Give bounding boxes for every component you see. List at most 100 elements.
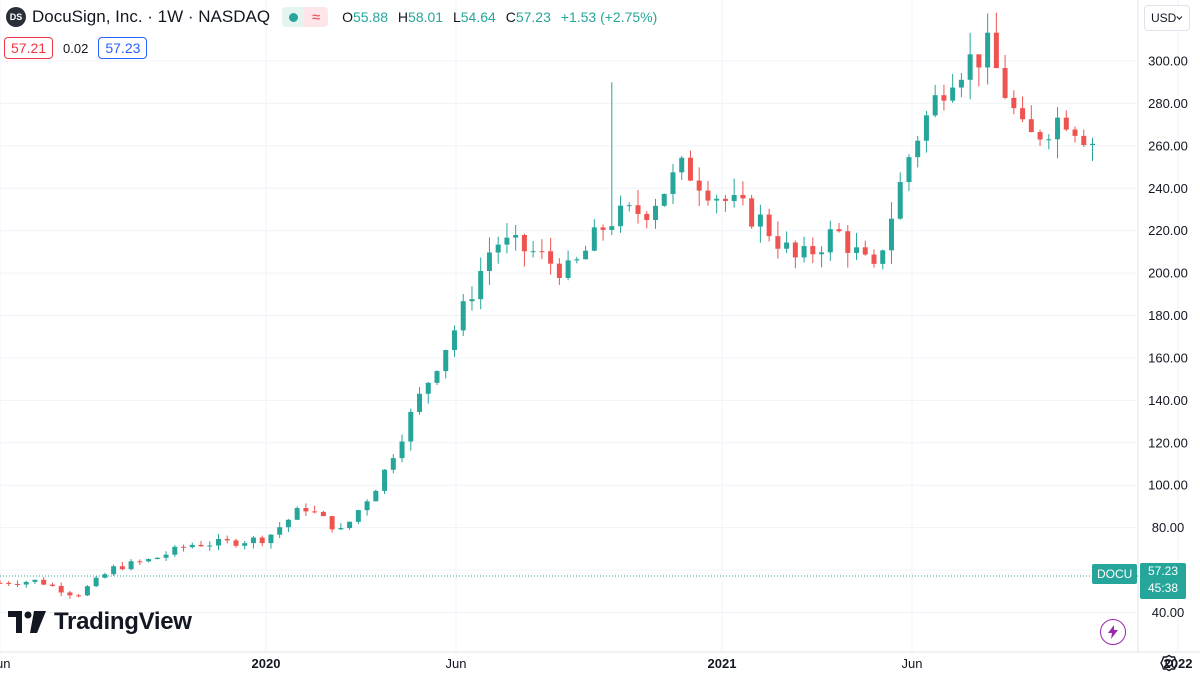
candle-body <box>574 259 580 261</box>
candle-body <box>14 583 20 585</box>
candle-body <box>915 140 921 158</box>
candle-body <box>172 546 178 555</box>
candle-body <box>731 195 737 202</box>
y-tick-label: 120.00 <box>1148 435 1188 450</box>
market-open-dot-icon <box>282 7 305 27</box>
candle-body <box>93 577 99 587</box>
change-value: +1.53 (+2.75%) <box>560 9 658 25</box>
currency-select[interactable]: USD <box>1144 5 1190 31</box>
ohlc-values: O55.88 H58.01 L54.64 C57.23 +1.53 (+2.75… <box>342 9 657 25</box>
candle-body <box>670 172 676 194</box>
candle-body <box>460 301 466 331</box>
candle-body <box>897 182 903 219</box>
candle-body <box>626 205 632 207</box>
candle-body <box>84 586 90 596</box>
y-tick-label: 140.00 <box>1148 393 1188 408</box>
candle-body <box>128 561 134 570</box>
candle-body <box>1046 139 1052 141</box>
candle-body <box>382 469 388 491</box>
candle-body <box>347 521 353 529</box>
candle-body <box>871 254 877 264</box>
bar-countdown: 45:38 <box>1147 581 1179 595</box>
y-tick-label: 40.00 <box>1152 605 1185 620</box>
candle-body <box>443 350 449 372</box>
y-tick-label: 240.00 <box>1148 181 1188 196</box>
candle-body <box>941 95 947 101</box>
candle-body <box>1020 108 1026 120</box>
candle-body <box>399 441 405 459</box>
candle-body <box>294 508 300 520</box>
candle-body <box>906 157 912 183</box>
candle-body <box>495 244 501 253</box>
settings-icon[interactable] <box>1158 652 1180 674</box>
candle-body <box>827 229 833 253</box>
y-tick-label: 260.00 <box>1148 138 1188 153</box>
candle-body <box>268 534 274 544</box>
x-tick-label: Jun <box>446 656 467 671</box>
y-tick-label: 300.00 <box>1148 54 1188 69</box>
candle-body <box>784 242 790 249</box>
candle-body <box>1028 119 1034 133</box>
close-label: C <box>505 9 516 25</box>
candle-body <box>862 247 868 255</box>
last-price-value: 57.23 <box>1147 564 1179 578</box>
candle-body <box>181 546 187 548</box>
x-tick-label: 2021 <box>708 656 737 671</box>
high-value: 58.01 <box>408 9 444 25</box>
candle-body <box>932 95 938 116</box>
chevron-down-icon <box>1176 16 1183 20</box>
bid-button[interactable]: 57.21 <box>4 37 54 59</box>
candle-body <box>486 252 492 272</box>
candle-body <box>635 205 641 214</box>
candle-body <box>32 579 38 582</box>
y-tick-label: 280.00 <box>1148 96 1188 111</box>
spread-value: 0.02 <box>63 40 89 56</box>
candle-body <box>548 251 554 264</box>
candle-body <box>137 561 143 563</box>
x-tick-label: 2020 <box>252 656 281 671</box>
candle-body <box>958 79 964 88</box>
candle-body <box>1002 67 1008 98</box>
y-tick-label: 200.00 <box>1148 266 1188 281</box>
candle-body <box>1081 135 1087 146</box>
candle-body <box>408 411 414 442</box>
candle-body <box>242 543 248 546</box>
bid-ask-row: 57.21 0.02 57.23 <box>4 37 148 59</box>
candle-body <box>687 157 693 181</box>
candle-body <box>216 538 221 546</box>
candle-body <box>530 251 536 253</box>
open-label: O <box>342 9 353 25</box>
candle-body <box>434 371 440 383</box>
ask-button[interactable]: 57.23 <box>98 37 148 59</box>
candle-body <box>836 229 842 232</box>
candle-body <box>1090 143 1095 146</box>
candle-body <box>329 516 335 530</box>
currency-label: USD <box>1151 11 1177 25</box>
tradingview-logo-icon <box>8 611 46 633</box>
low-value: 54.64 <box>460 9 496 25</box>
candle-body <box>277 527 283 535</box>
candle-body <box>696 180 702 191</box>
candle-body <box>259 537 265 544</box>
candle-body <box>76 595 82 597</box>
candle-body <box>102 574 108 578</box>
candle-body <box>1055 117 1061 140</box>
candle-body <box>819 252 825 255</box>
candle-body <box>749 198 755 227</box>
candle-body <box>993 32 999 68</box>
candle-body <box>49 584 55 586</box>
candle-body <box>722 198 728 202</box>
lightning-icon[interactable] <box>1100 619 1126 645</box>
market-status[interactable]: ≈ <box>282 7 329 27</box>
symbol-title[interactable]: DocuSign, Inc. · 1W · NASDAQ <box>32 7 271 26</box>
candle-body <box>425 382 431 394</box>
candle-body <box>6 582 12 584</box>
candle-body <box>58 585 64 593</box>
candle-body <box>146 559 152 562</box>
high-label: H <box>397 9 409 25</box>
candle-body <box>1063 117 1069 130</box>
candle-body <box>224 538 230 541</box>
candle-body <box>0 582 3 584</box>
candle-body <box>417 393 423 412</box>
